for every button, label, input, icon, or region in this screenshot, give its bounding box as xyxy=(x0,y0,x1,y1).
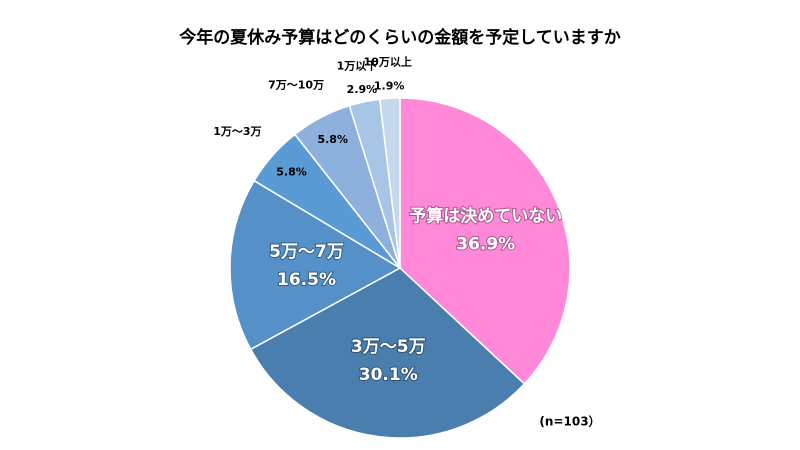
pie-slice xyxy=(229,179,402,351)
slice-label: 1万以下 xyxy=(337,60,378,73)
value-label: 16.5% xyxy=(277,270,336,290)
value-label: 5.8% xyxy=(276,166,307,179)
slice-label: 5万～7万 xyxy=(269,242,344,262)
pie-slice xyxy=(249,267,526,439)
annotation: (n=103） xyxy=(539,414,600,429)
slice-label: 3万～5万 xyxy=(351,337,426,357)
slice-label: 予算は決めていない xyxy=(409,206,562,227)
value-label: 36.9% xyxy=(456,235,515,255)
value-label: 1.9% xyxy=(374,79,405,92)
value-label: 2.9% xyxy=(347,83,378,96)
pie-slice xyxy=(378,97,401,269)
pie-slice xyxy=(399,97,571,385)
chart-title: 今年の夏休み予算はどのくらいの金額を予定していますか xyxy=(179,27,621,48)
value-label: 30.1% xyxy=(359,365,418,385)
slice-label: 1万～3万 xyxy=(213,125,261,138)
slice-label: 10万以上 xyxy=(364,54,412,68)
value-label: 5.8% xyxy=(317,133,348,146)
slice-label: 7万～10万 xyxy=(268,79,324,92)
